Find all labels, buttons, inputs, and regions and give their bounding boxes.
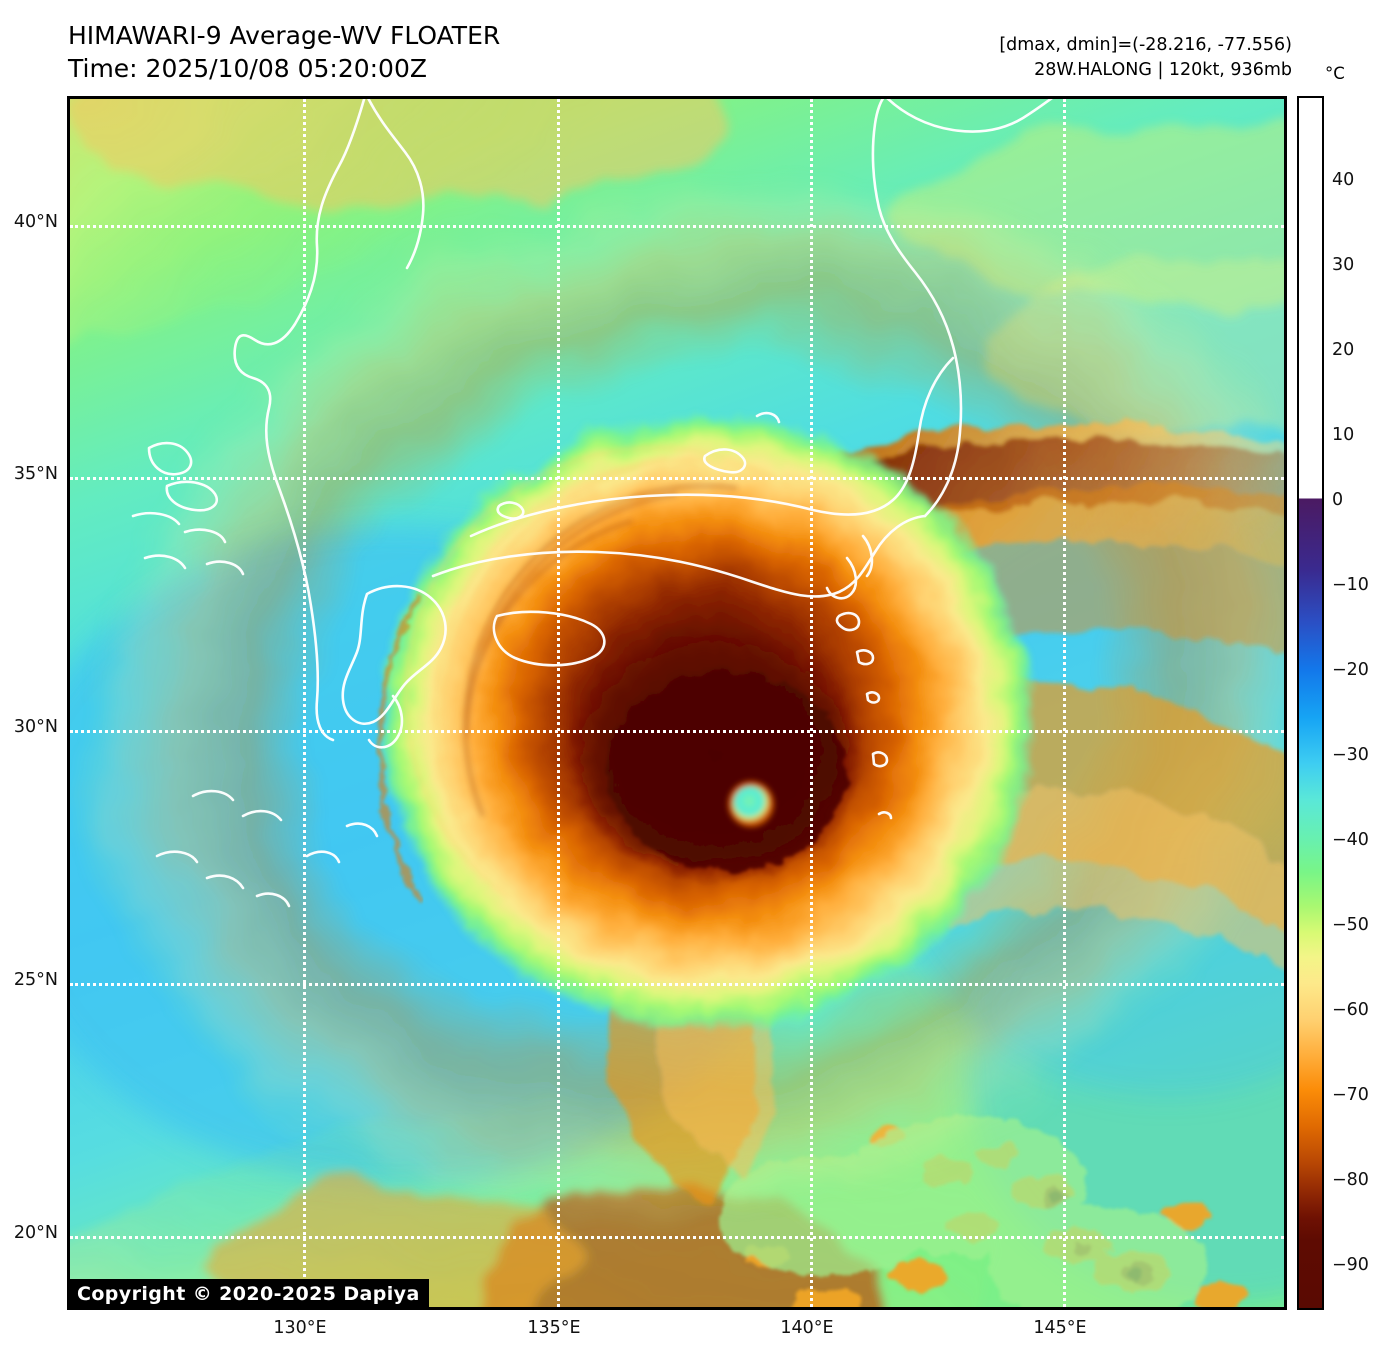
imagery-group: [70, 99, 1284, 1307]
satellite-image-plot[interactable]: [67, 96, 1287, 1310]
product-title: HIMAWARI-9 Average-WV FLOATER: [68, 21, 501, 50]
cbtick-label-2: 20: [1332, 340, 1355, 360]
ytick-label-1: 35°N: [13, 464, 58, 484]
coastlines: [131, 99, 1053, 908]
page-title: HIMAWARI-9 Average-WV FLOATER Time: 2025…: [68, 20, 500, 85]
satellite-imagery-canvas: [70, 99, 1284, 1307]
ytick-label-2: 30°N: [13, 717, 58, 737]
cbtick-label-3: 10: [1332, 425, 1355, 445]
cbtick-label-0: 40: [1332, 170, 1355, 190]
cbtick-label-13: −90: [1332, 1255, 1369, 1275]
cbtick-label-4: 0: [1332, 490, 1344, 510]
timestamp-label: Time: 2025/10/08 05:20:00Z: [68, 53, 427, 83]
xtick-label-0: 130°E: [273, 1318, 327, 1338]
metadata-block: [dmax, dmin]=(-28.216, -77.556) 28W.HALO…: [999, 33, 1292, 83]
xtick-label-3: 145°E: [1033, 1318, 1087, 1338]
temperature-colorbar[interactable]: [1297, 96, 1324, 1310]
cbtick-label-7: −30: [1332, 745, 1369, 765]
cbtick-label-9: −50: [1332, 915, 1369, 935]
cbtick-label-11: −70: [1332, 1085, 1369, 1105]
copyright-watermark: Copyright © 2020-2025 Dapiya: [68, 1279, 429, 1310]
ytick-label-3: 25°N: [13, 970, 58, 990]
cbtick-label-10: −60: [1332, 1000, 1369, 1020]
colorbar-unit-label: °C: [1325, 64, 1345, 83]
eyewall-core: [565, 628, 865, 884]
cbtick-label-5: −10: [1332, 575, 1369, 595]
xtick-label-2: 140°E: [780, 1318, 834, 1338]
ytick-label-4: 20°N: [13, 1223, 58, 1243]
cbtick-label-1: 30: [1332, 255, 1355, 275]
cbtick-label-8: −40: [1332, 830, 1369, 850]
xtick-label-1: 135°E: [527, 1318, 581, 1338]
storm-info-label: 28W.HALONG | 120kt, 936mb: [1034, 59, 1292, 80]
data-range-label: [dmax, dmin]=(-28.216, -77.556): [999, 35, 1292, 55]
cbtick-label-12: −80: [1332, 1170, 1369, 1190]
storm-eye: [728, 781, 774, 827]
ytick-label-0: 40°N: [13, 212, 58, 232]
cbtick-label-6: −20: [1332, 660, 1369, 680]
